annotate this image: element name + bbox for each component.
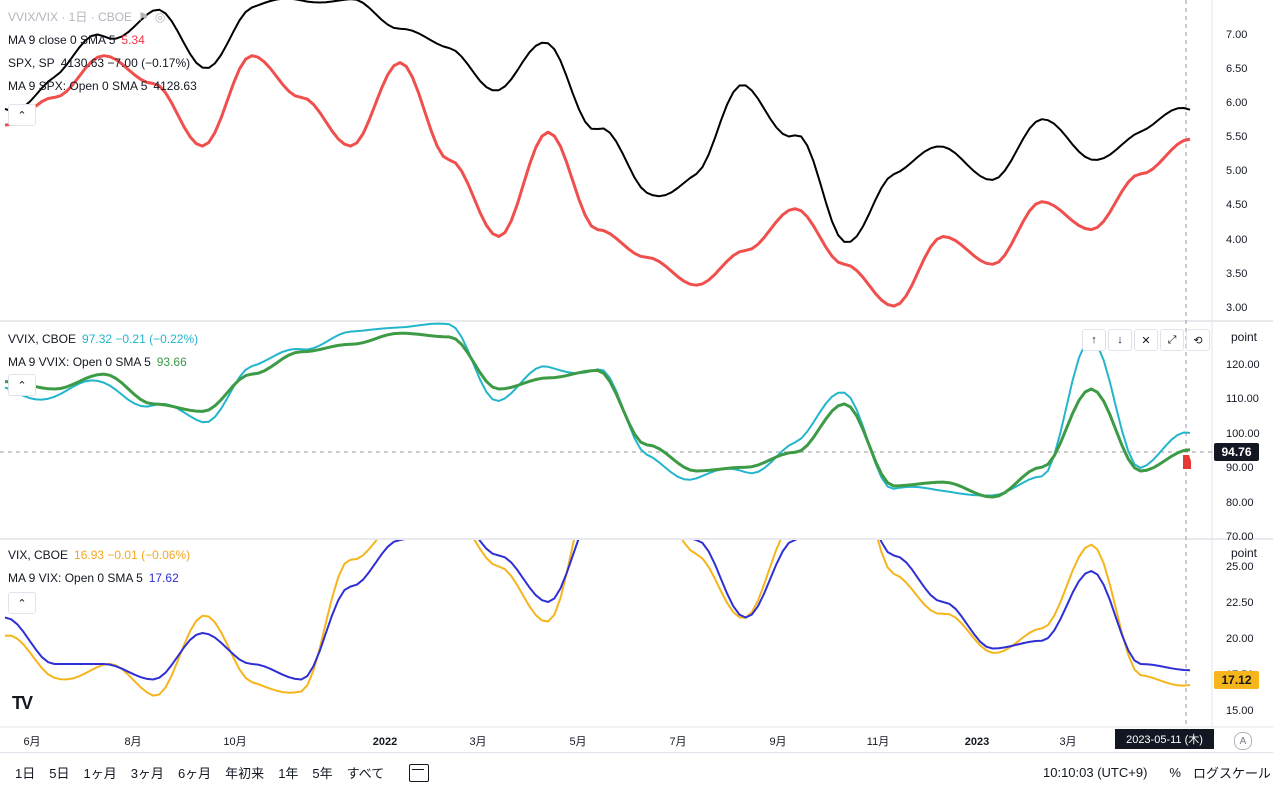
legend-series-name: MA 9 VIX: Open 0 SMA 5	[8, 570, 143, 585]
price-axis-tick-label: 5.00	[1226, 165, 1247, 177]
date-range-group: 1日 5日 1ヶ月 3ヶ月 6ヶ月 年初来 1年 5年 すべて	[8, 759, 391, 787]
time-axis-tick-label: 5月	[569, 736, 586, 748]
vix-scale-unit: point	[1230, 546, 1257, 560]
legend-series-value: 17.62	[148, 570, 179, 585]
vvix-legend-row[interactable]: MA 9 VVIX: Open 0 SMA 5 93.66	[8, 350, 198, 373]
auto-scale-button[interactable]: A	[1234, 732, 1252, 750]
vvix-scale-unit: point	[1230, 330, 1257, 344]
vvix-legend-collapse-button[interactable]: ⌃	[8, 374, 36, 396]
legend-series-name: VVIX, CBOE	[8, 331, 77, 346]
range-button[interactable]: 1日	[15, 766, 36, 781]
cursor-hand-icon	[1183, 455, 1191, 469]
ratio-legend-row[interactable]: SPX, SP 4130.63 −7.00 (−0.17%)	[8, 51, 197, 74]
compare-dates-icon-bar	[412, 768, 425, 770]
price-axis-tick-label: 25.00	[1226, 561, 1254, 573]
legend-series-value: 5.34	[121, 32, 145, 47]
vix-legend-row[interactable]: VIX, CBOE 16.93 −0.01 (−0.06%)	[8, 543, 190, 566]
bottom-toolbar: 1日 5日 1ヶ月 3ヶ月 6ヶ月 年初来 1年 5年 すべて 10:10:03 (UTC+9)…	[0, 752, 1273, 792]
legend-series-name: MA 9 VVIX: Open 0 SMA 5	[8, 354, 151, 369]
legend-series-value: 4130.63 −7.00 (−0.17%)	[60, 55, 191, 70]
move-up-button[interactable]: ↑	[1082, 329, 1106, 351]
crosshair-date-label: 2023-05-11 (木)	[1115, 729, 1214, 749]
time-axis-tick-label: 9月	[769, 736, 786, 748]
price-axis-tick-label: 22.50	[1226, 597, 1254, 609]
ratio-legend-row[interactable]: MA 9 close 0 SMA 5 5.34	[8, 28, 197, 51]
range-button[interactable]: 6ヶ月	[177, 766, 212, 781]
time-axis-tick-label: 3月	[469, 736, 486, 748]
vvix-pane-legend: VVIX, CBOE 97.32 −0.21 (−0.22%) MA 9 VVIX:…	[8, 327, 198, 373]
price-axis-tick-label: 15.00	[1226, 705, 1254, 717]
vix-price-tag: 17.12	[1214, 671, 1259, 689]
legend-series-value: 4128.63	[153, 78, 197, 93]
maximize-pane-button[interactable]: ⤢	[1160, 329, 1184, 351]
time-axis-tick-label: 7月	[669, 736, 686, 748]
vix-legend-row[interactable]: MA 9 VIX: Open 0 SMA 5 17.62	[8, 566, 190, 589]
vix-legend-collapse-button[interactable]: ⌃	[8, 592, 36, 614]
series-line-vvixvixcboe-1	[4, 0, 1191, 243]
legend-series-value: 93.66	[156, 354, 187, 369]
range-button[interactable]: 1年	[278, 766, 299, 781]
range-button[interactable]: 5日	[49, 766, 70, 781]
flag-icon[interactable]: ⚑	[138, 9, 149, 24]
vvix-price-tag: 94.76	[1214, 443, 1259, 461]
tradingview-logo[interactable]: TV	[12, 693, 33, 713]
price-axis-tick-label: 110.00	[1226, 393, 1259, 405]
price-axis-tick-label: 6.50	[1226, 63, 1247, 75]
price-axis-tick-label: 100.00	[1226, 428, 1260, 440]
time-axis-tick-label: 2023	[965, 736, 989, 748]
legend-series-name: MA 9 close 0 SMA 5	[8, 32, 116, 47]
eye-hidden-icon[interactable]: ◎	[154, 9, 166, 24]
time-axis-tick-label: 11月	[867, 736, 889, 748]
ratio-legend-row[interactable]: MA 9 SPX: Open 0 SMA 5 4128.63	[8, 74, 197, 97]
time-axis-tick-label: 8月	[124, 736, 141, 748]
vix-pane-legend: VIX, CBOE 16.93 −0.01 (−0.06%) MA 9 VIX: O…	[8, 543, 190, 589]
legend-series-name: SPX, SP	[8, 55, 55, 70]
percent-toggle[interactable]: %	[1169, 765, 1181, 780]
price-axis-tick-label: 120.00	[1226, 359, 1260, 371]
log-scale-toggle[interactable]: ログスケール	[1192, 766, 1271, 781]
price-axis-tick-label: 90.00	[1226, 462, 1254, 474]
price-axis-tick-label: 80.00	[1226, 497, 1254, 509]
legend-series-value: 16.93 −0.01 (−0.06%)	[74, 547, 191, 562]
price-axis-tick-label: 3.00	[1226, 302, 1247, 314]
legend-series-name: VVIX/VIX · 1日 · CBOE	[8, 9, 133, 24]
range-button[interactable]: すべて	[346, 766, 385, 781]
price-axis-tick-label: 20.00	[1226, 633, 1254, 645]
price-axis-tick-label: 4.00	[1226, 234, 1247, 246]
ratio-pane-legend: VVIX/VIX · 1日 · CBOE ⚑ ◎ MA 9 close 0 SMA 5…	[8, 5, 197, 97]
compare-dates-icon[interactable]	[409, 763, 430, 782]
range-button[interactable]: 3ヶ月	[130, 766, 164, 781]
legend-series-name: MA 9 SPX: Open 0 SMA 5	[8, 78, 148, 93]
pane-toolbar: ↑ ↓ ✕ ⤢ ⟲	[1082, 329, 1210, 351]
price-axis-tick-label: 6.00	[1226, 97, 1247, 109]
time-axis-tick-label: 3月	[1059, 736, 1076, 748]
close-pane-button[interactable]: ✕	[1134, 329, 1158, 351]
series-line-vvixvixcboe-0	[4, 54, 1191, 308]
vvix-legend-row[interactable]: VVIX, CBOE 97.32 −0.21 (−0.22%)	[8, 327, 198, 350]
price-axis-tick-label: 3.50	[1226, 268, 1247, 280]
clock[interactable]: 10:10:03 (UTC+9)	[1043, 765, 1148, 780]
price-axis-tick-label: 7.00	[1226, 29, 1247, 41]
series-line-vvix-1	[4, 331, 1191, 499]
series-line-vix-1	[4, 540, 1191, 681]
price-axis-tick-label: 4.50	[1226, 199, 1247, 211]
range-button[interactable]: 1ヶ月	[83, 766, 117, 781]
range-button[interactable]: 5年	[312, 766, 333, 781]
legend-series-value: 97.32 −0.21 (−0.22%)	[82, 331, 199, 346]
range-button[interactable]: 年初来	[225, 766, 265, 781]
time-axis-tick-label: 2022	[373, 736, 397, 748]
time-axis-tick-label: 6月	[23, 736, 40, 748]
ratio-legend-row[interactable]: VVIX/VIX · 1日 · CBOE ⚑ ◎	[8, 5, 197, 28]
time-axis-tick-label: 10月	[223, 736, 246, 748]
ratio-legend-collapse-button[interactable]: ⌃	[8, 104, 36, 126]
price-axis-tick-label: 70.00	[1226, 531, 1254, 543]
price-axis-tick-label: 5.50	[1226, 131, 1247, 143]
move-down-button[interactable]: ↓	[1108, 329, 1132, 351]
series-line-vix-0	[4, 540, 1191, 697]
reset-pane-button[interactable]: ⟲	[1186, 329, 1210, 351]
legend-series-name: VIX, CBOE	[8, 547, 69, 562]
